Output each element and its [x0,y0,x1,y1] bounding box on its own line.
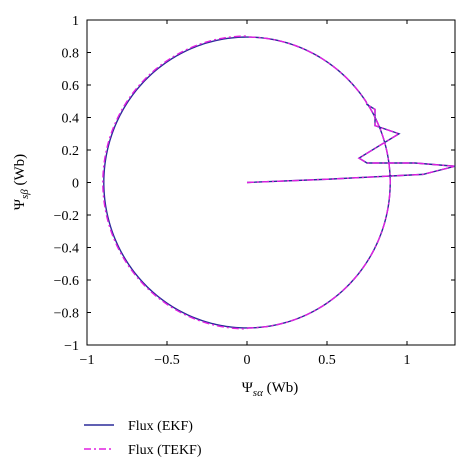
x-tick-label: −0.5 [154,353,179,368]
y-tick-label: 0.8 [62,47,80,62]
y-tick-label: 0.6 [62,79,80,94]
plot-area-frame [86,19,456,346]
x-tick-label: 0.5 [318,353,336,368]
y-tick-label: −0.8 [54,307,79,322]
y-tick-label: 0.4 [62,112,80,127]
x-tick-label: 0 [244,353,251,368]
series-line-tekf [102,35,456,330]
y-axis-label: Ψsβ (Wb) [12,154,31,210]
y-tick-label: −0.2 [54,209,79,224]
series-layer [102,35,456,330]
series-line-ekf [103,36,456,329]
legend: Flux (EKF) Flux (TEKF) [84,419,202,458]
axis-ticks: −1 −0.5 0 0.5 1 −1 −0.8 −0.6 −0.4 −0.2 0 0.2 0.4 0.6 0… [54,14,455,368]
x-tick-label: −1 [80,353,95,368]
y-tick-label: 0.2 [62,144,80,159]
legend-label-tekf: Flux (TEKF) [128,443,202,458]
x-axis-label: Ψsα (Wb) [242,380,299,399]
y-tick-label: 1 [72,14,79,29]
y-tick-label: −0.4 [54,242,79,257]
y-tick-label: −0.6 [54,274,79,289]
y-tick-label: −1 [64,339,79,354]
legend-label-ekf: Flux (EKF) [128,419,193,434]
y-tick-label: 0 [72,177,79,192]
x-tick-label: 1 [404,353,411,368]
